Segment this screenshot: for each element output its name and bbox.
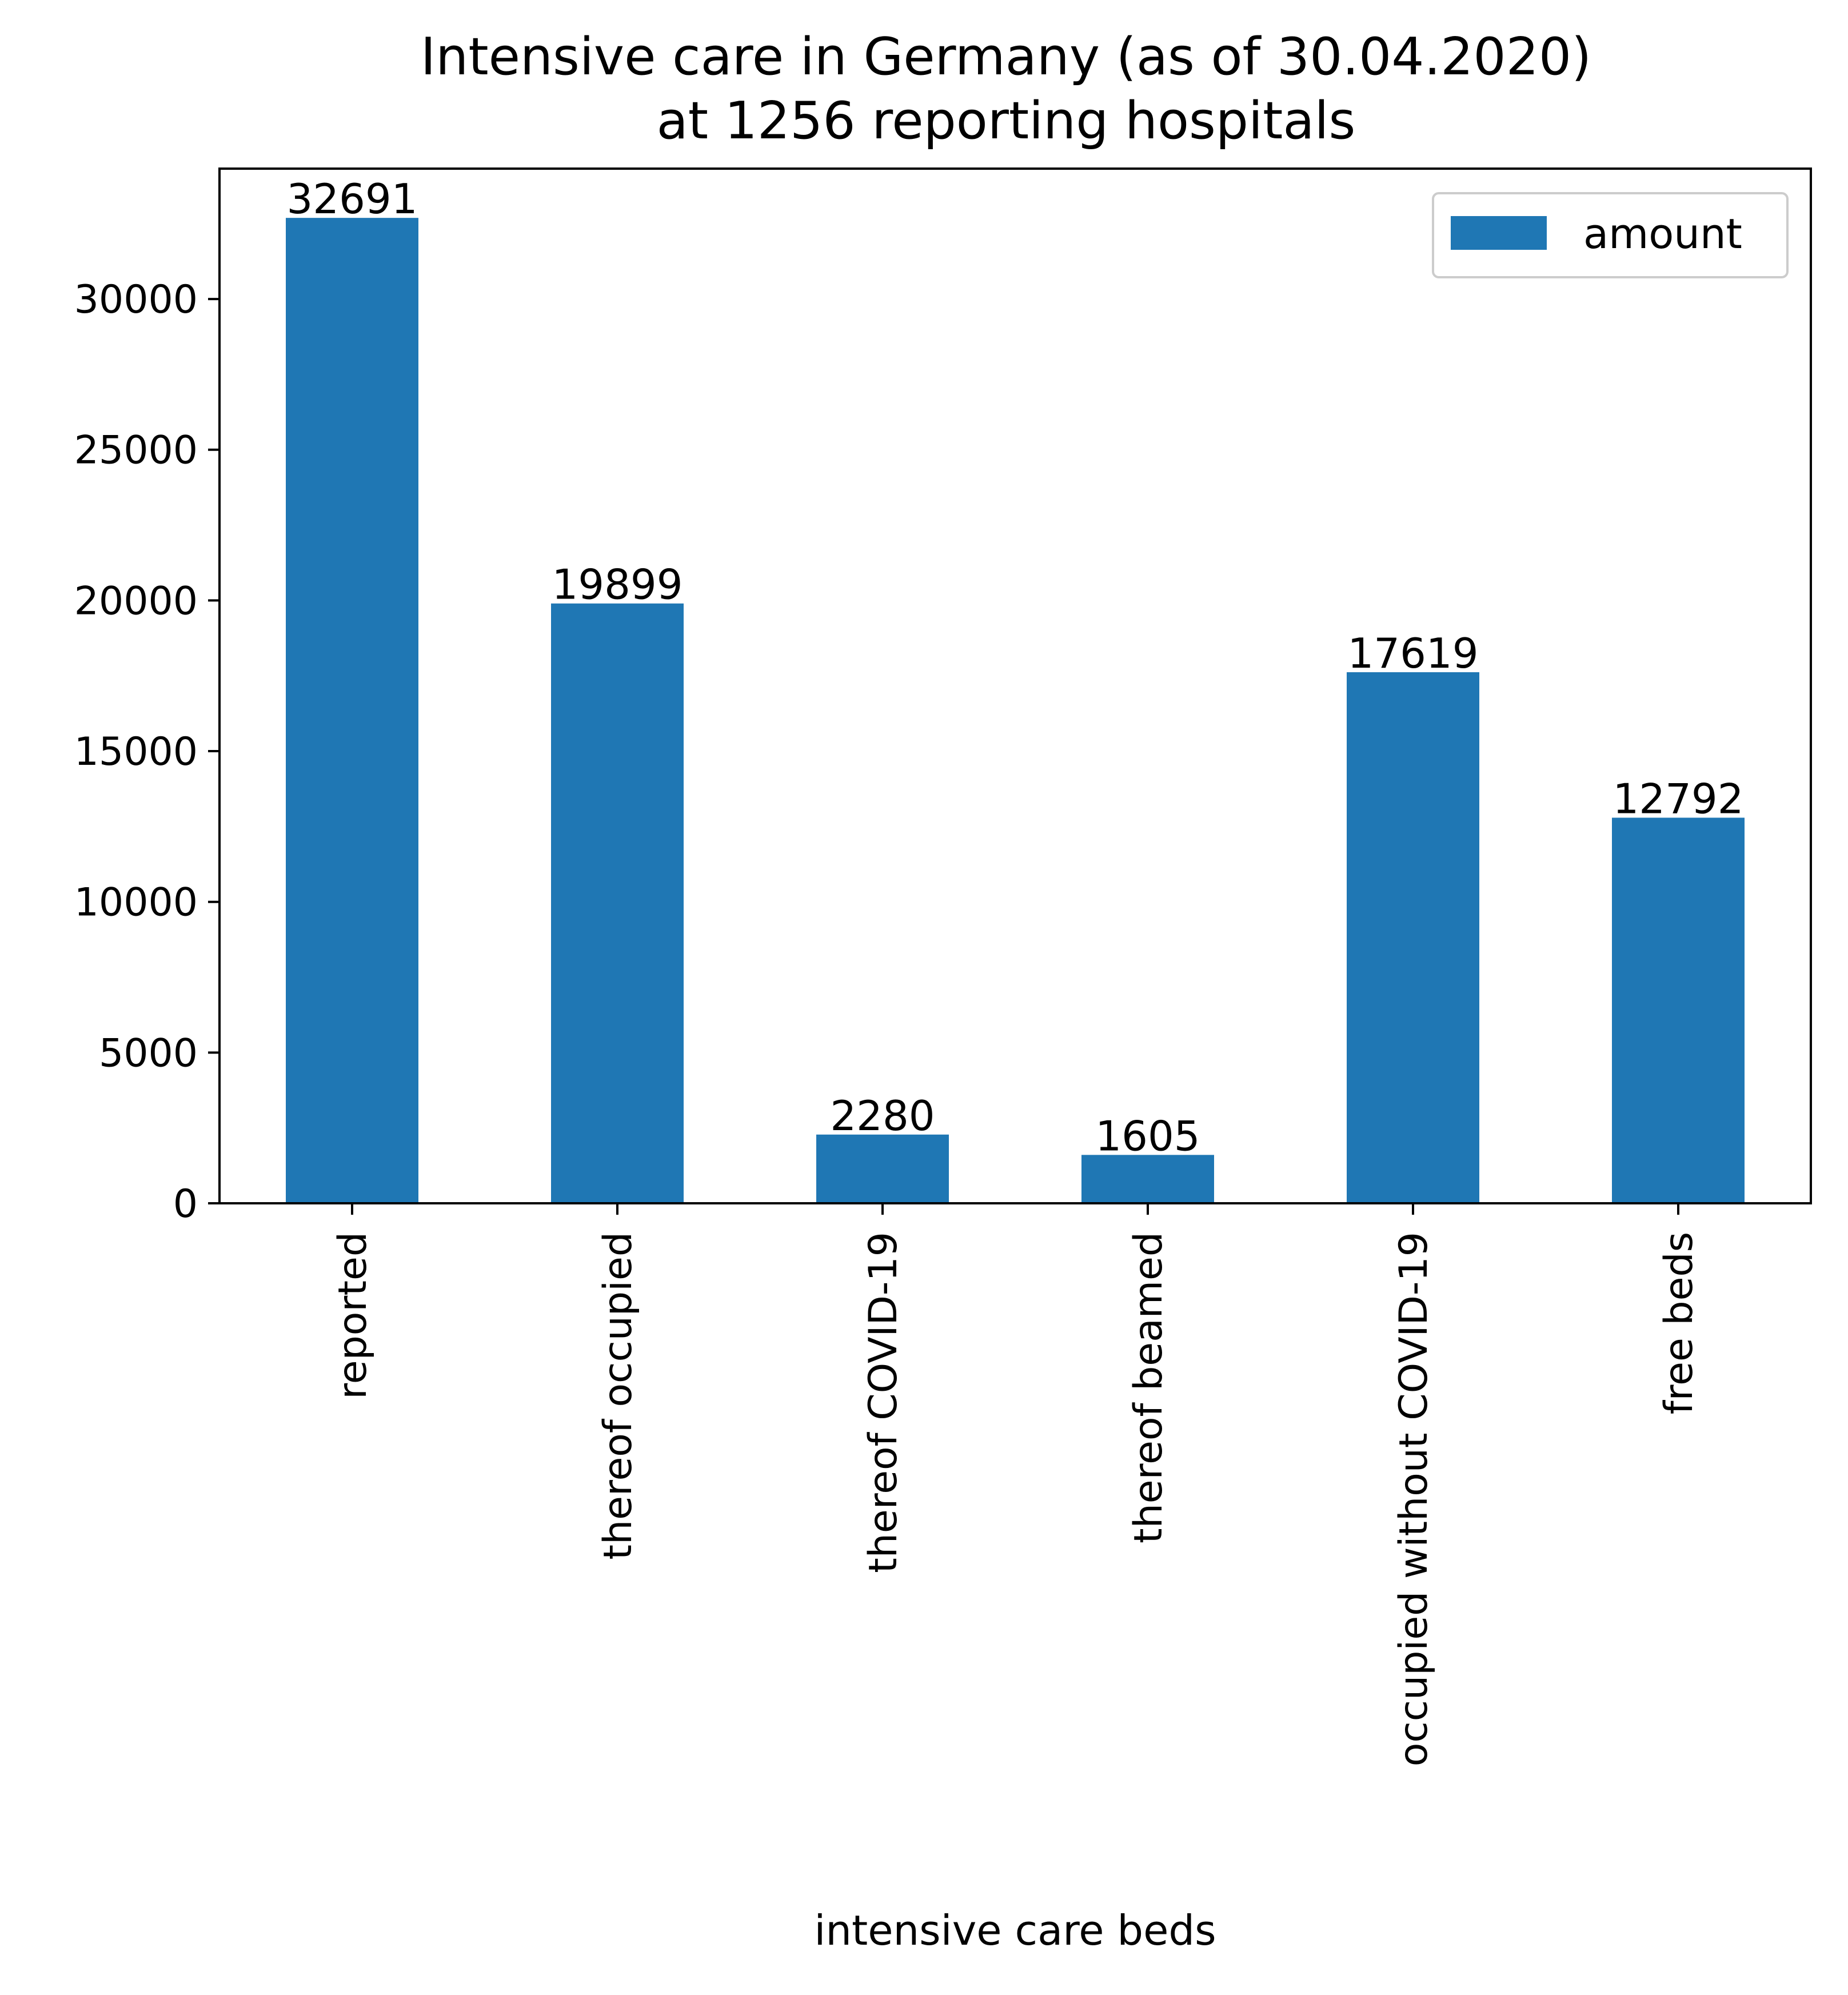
y-tick-label-6: 30000	[74, 277, 198, 322]
chart-title-line-2: at 1256 reporting hospitals	[657, 91, 1356, 151]
chart-title: Intensive care in Germany (as of 30.04.2…	[421, 27, 1592, 151]
y-tick-label-2: 10000	[74, 880, 198, 925]
y-axis-ticks: 0 5000 10000 15000 20000 25000 30000	[74, 277, 219, 1227]
x-tick-label-2: thereof COVID-19	[861, 1232, 906, 1573]
x-tick-label-4: occupied without COVID-19	[1391, 1232, 1436, 1766]
y-tick-label-3: 15000	[74, 729, 198, 775]
bar-3	[1081, 1155, 1214, 1203]
bar-4	[1347, 672, 1479, 1203]
x-tick-label-5: free beds	[1657, 1232, 1702, 1414]
bar-value-label-3: 1605	[1095, 1112, 1200, 1160]
y-tick-label-4: 20000	[74, 578, 198, 624]
bar-0	[286, 218, 418, 1203]
bar-1	[551, 603, 684, 1203]
bar-value-label-4: 17619	[1347, 629, 1478, 677]
bar-5	[1612, 817, 1745, 1203]
legend-swatch-amount	[1451, 216, 1547, 250]
bar-data-labels: 32691 19899 2280 1605 17619 12792	[286, 175, 1743, 1160]
legend-box	[1432, 192, 1789, 278]
x-axis-ticks: reported thereof occupied thereof COVID-19…	[330, 1203, 1702, 1766]
bar-value-label-2: 2280	[830, 1092, 935, 1140]
bar-value-label-0: 32691	[286, 175, 417, 223]
x-tick-label-3: thereof beamed	[1126, 1232, 1171, 1543]
bar-value-label-1: 19899	[552, 561, 682, 609]
y-tick-label-0: 0	[173, 1182, 198, 1227]
x-axis-label: intensive care beds	[814, 1906, 1216, 1954]
bar-2	[816, 1134, 949, 1203]
chart-title-line-1: Intensive care in Germany (as of 30.04.2…	[421, 27, 1592, 87]
plot-frame	[218, 167, 1812, 1204]
bar-value-label-5: 12792	[1612, 775, 1743, 823]
bars	[286, 218, 1745, 1203]
x-tick-label-1: thereof occupied	[596, 1232, 641, 1560]
legend-label-amount: amount	[1583, 210, 1742, 258]
y-tick-label-5: 25000	[74, 428, 198, 473]
x-tick-label-0: reported	[330, 1232, 376, 1399]
y-tick-label-1: 5000	[99, 1031, 198, 1076]
legend: amount	[1432, 192, 1789, 278]
